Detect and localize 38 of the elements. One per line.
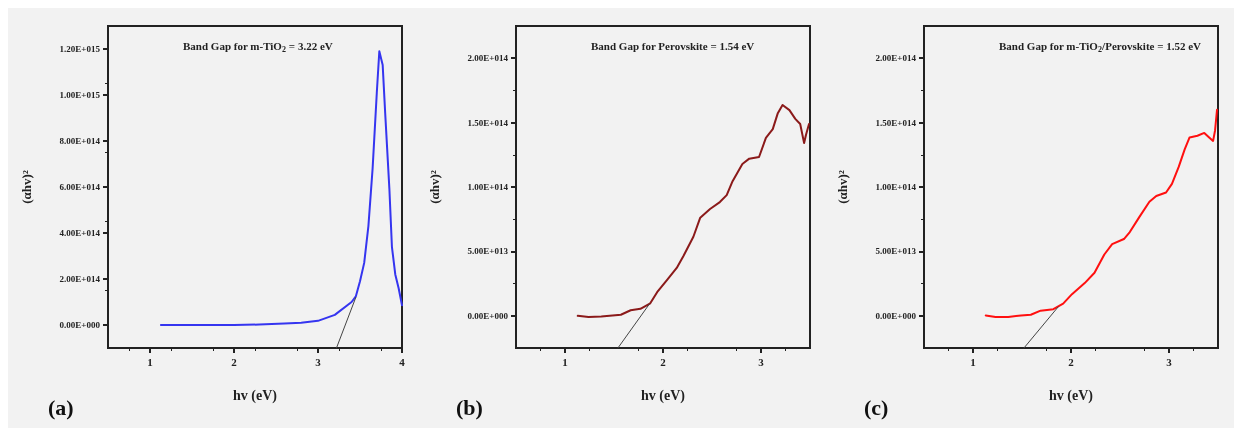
x-axis-title: hv (eV) <box>233 387 278 404</box>
line-series <box>984 108 1219 319</box>
y-tick-label: 2.00E+014 <box>467 53 509 64</box>
y-tick-label: 5.00E+013 <box>467 246 509 257</box>
x-tick-label: 3 <box>315 355 322 368</box>
y-tick-label: 1.50E+014 <box>467 117 509 128</box>
x-tick-label: 1 <box>970 355 976 368</box>
y-tick-label: 2.00E+014 <box>875 53 917 64</box>
y-tick-label: 8.00E+014 <box>59 136 101 146</box>
x-tick-label: 3 <box>758 355 765 368</box>
y-tick-label: 5.00E+013 <box>875 246 917 257</box>
y-tick-label: 1.00E+015 <box>59 90 101 100</box>
x-tick-label: 4 <box>399 355 406 368</box>
y-tick-label: 0.00E+000 <box>875 310 917 321</box>
y-axis-title: (αhv)² <box>427 170 442 204</box>
text: (c) <box>864 394 889 420</box>
y-tick-label: 1.00E+014 <box>875 182 917 192</box>
y-tick-label: 2.00E+014 <box>59 274 101 284</box>
x-tick-label: 3 <box>1166 355 1173 368</box>
y-tick-label: 6.00E+014 <box>59 182 101 192</box>
y-tick-label: 1.50E+014 <box>875 117 917 128</box>
y-axis-title: (αhv)² <box>19 170 34 204</box>
x-tick-label: 2 <box>660 355 667 368</box>
x-tick-label: 1 <box>147 355 153 368</box>
x-tick-label: 2 <box>1068 355 1075 368</box>
text: (b) <box>456 394 483 420</box>
x-tick-label: 1 <box>562 355 568 368</box>
y-tick-label: 4.00E+014 <box>59 228 101 238</box>
y-axis-title: (αhv)² <box>835 170 850 204</box>
x-axis-title: hv (eV) <box>1049 387 1094 404</box>
annotation: Band Gap for Perovskite = 1.54 eV <box>591 39 755 52</box>
x-axis-title: hv (eV) <box>641 387 686 404</box>
y-tick-label: 0.00E+000 <box>59 320 101 330</box>
text: (a) <box>48 394 74 420</box>
y-tick-label: 1.00E+014 <box>467 182 509 192</box>
x-tick-label: 2 <box>231 355 238 368</box>
y-tick-label: 1.20E+015 <box>59 44 101 54</box>
y-tick-label: 0.00E+000 <box>467 310 509 321</box>
